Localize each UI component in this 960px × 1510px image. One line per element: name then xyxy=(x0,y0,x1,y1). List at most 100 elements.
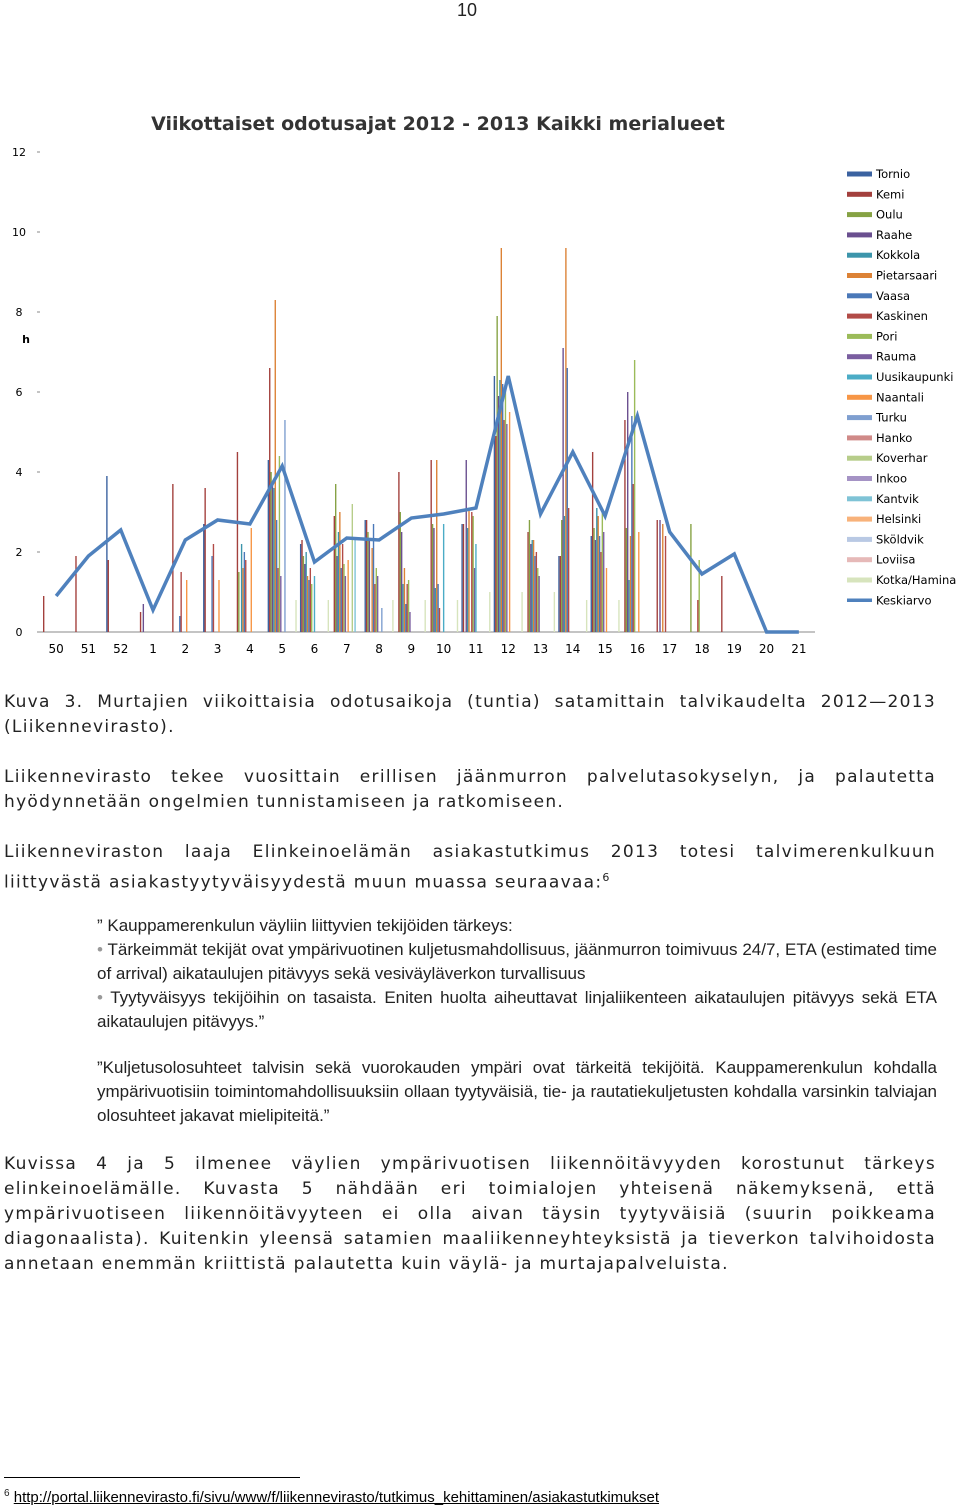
bar xyxy=(240,544,243,632)
legend-label: Koverhar xyxy=(876,451,928,465)
bar xyxy=(697,600,699,632)
bar xyxy=(566,368,568,632)
bar xyxy=(211,556,213,632)
bar xyxy=(309,568,312,632)
chart: Viikottaiset odotusajat 2012 - 2013 Kaik… xyxy=(12,113,956,656)
bar xyxy=(628,580,630,632)
quote-list: Tärkeimmät tekijät ovat ympärivuotinen k… xyxy=(97,938,937,1034)
legend-label: Hanko xyxy=(876,431,912,445)
bar xyxy=(567,508,570,632)
bar xyxy=(456,600,459,632)
bar xyxy=(497,396,500,632)
bar xyxy=(535,552,538,632)
quote-heading: ” Kauppamerenkulun väyliin liittyvien te… xyxy=(97,916,513,935)
bar xyxy=(462,524,465,632)
bar xyxy=(403,568,406,632)
bar xyxy=(250,528,252,632)
x-tick-label: 7 xyxy=(343,642,351,656)
legend-swatch xyxy=(847,232,872,238)
legend-swatch xyxy=(847,374,872,380)
bar xyxy=(107,560,109,632)
bar xyxy=(436,460,438,632)
bar xyxy=(405,604,407,632)
bar xyxy=(186,580,188,632)
x-tick-label: 1 xyxy=(149,642,157,656)
footnote-rule xyxy=(4,1477,300,1478)
bar xyxy=(75,556,77,632)
bar xyxy=(343,564,345,632)
bar xyxy=(502,384,504,632)
x-tick-label: 2 xyxy=(181,642,189,656)
bar xyxy=(503,420,505,632)
bullet-text: Tärkeimmät tekijät ovat ympärivuotinen k… xyxy=(97,940,938,983)
y-tick-label: 4 xyxy=(16,466,23,479)
bar xyxy=(339,512,341,632)
bar xyxy=(374,584,376,632)
legend-label: Pori xyxy=(876,329,897,343)
bar xyxy=(398,472,400,632)
bar xyxy=(638,532,640,632)
bar xyxy=(204,488,206,632)
bar xyxy=(528,520,531,632)
bar xyxy=(531,540,533,632)
bar xyxy=(280,576,282,632)
legend-label: Helsinki xyxy=(876,512,921,526)
bar xyxy=(656,520,658,632)
bar xyxy=(372,524,375,632)
bar xyxy=(407,580,410,632)
bar xyxy=(603,532,605,632)
paragraph-text: Liikenneviraston laaja Elinkeinoelämän a… xyxy=(4,842,936,893)
legend-label: Oulu xyxy=(876,208,903,222)
legend-label: Turku xyxy=(875,411,907,425)
bar xyxy=(466,528,469,632)
legend-swatch xyxy=(847,516,872,522)
legend-label: Vaasa xyxy=(876,289,910,303)
x-tick-label: 21 xyxy=(791,642,806,656)
x-tick-label: 3 xyxy=(214,642,222,656)
bar xyxy=(313,576,316,632)
quote-paragraph: ”Kuljetusolosuhteet talvisin sekä vuorok… xyxy=(97,1058,937,1125)
bar xyxy=(376,576,379,632)
footnote-ref: 6 xyxy=(602,871,611,884)
bar xyxy=(305,552,307,632)
x-tick-label: 9 xyxy=(408,642,416,656)
bar xyxy=(473,568,476,632)
bar xyxy=(42,596,45,632)
bar xyxy=(601,512,604,632)
bar xyxy=(698,560,700,632)
bar xyxy=(218,580,220,632)
x-tick-label: 8 xyxy=(375,642,383,656)
footnote-link[interactable]: http://portal.liikennevirasto.fi/sivu/ww… xyxy=(13,1489,660,1506)
legend-swatch xyxy=(847,354,872,360)
bar xyxy=(465,460,467,632)
bar xyxy=(434,588,437,632)
bar xyxy=(433,528,435,632)
bar xyxy=(499,380,501,632)
bar xyxy=(400,532,403,632)
bar xyxy=(347,560,349,632)
bar xyxy=(627,392,629,632)
bar xyxy=(468,508,470,632)
x-tick-label: 20 xyxy=(759,642,774,656)
bar xyxy=(364,520,366,632)
bar xyxy=(392,600,394,632)
x-tick-label: 12 xyxy=(501,642,516,656)
bar xyxy=(344,576,347,632)
legend-swatch xyxy=(847,212,872,218)
legend-label: Inkoo xyxy=(876,472,907,486)
average-line xyxy=(54,375,799,634)
x-tick-label: 16 xyxy=(630,642,645,656)
bar xyxy=(172,484,174,632)
bar xyxy=(631,416,633,632)
bar xyxy=(561,520,563,632)
bar xyxy=(438,608,441,632)
bar xyxy=(337,532,340,632)
footnote: 6 http://portal.liikennevirasto.fi/sivu/… xyxy=(4,1488,659,1506)
bar xyxy=(538,576,540,632)
bar xyxy=(242,568,244,632)
legend-swatch xyxy=(847,455,872,461)
bar xyxy=(527,532,529,632)
x-tick-label: 6 xyxy=(311,642,319,656)
bar xyxy=(179,616,181,632)
x-tick-label: 18 xyxy=(694,642,709,656)
